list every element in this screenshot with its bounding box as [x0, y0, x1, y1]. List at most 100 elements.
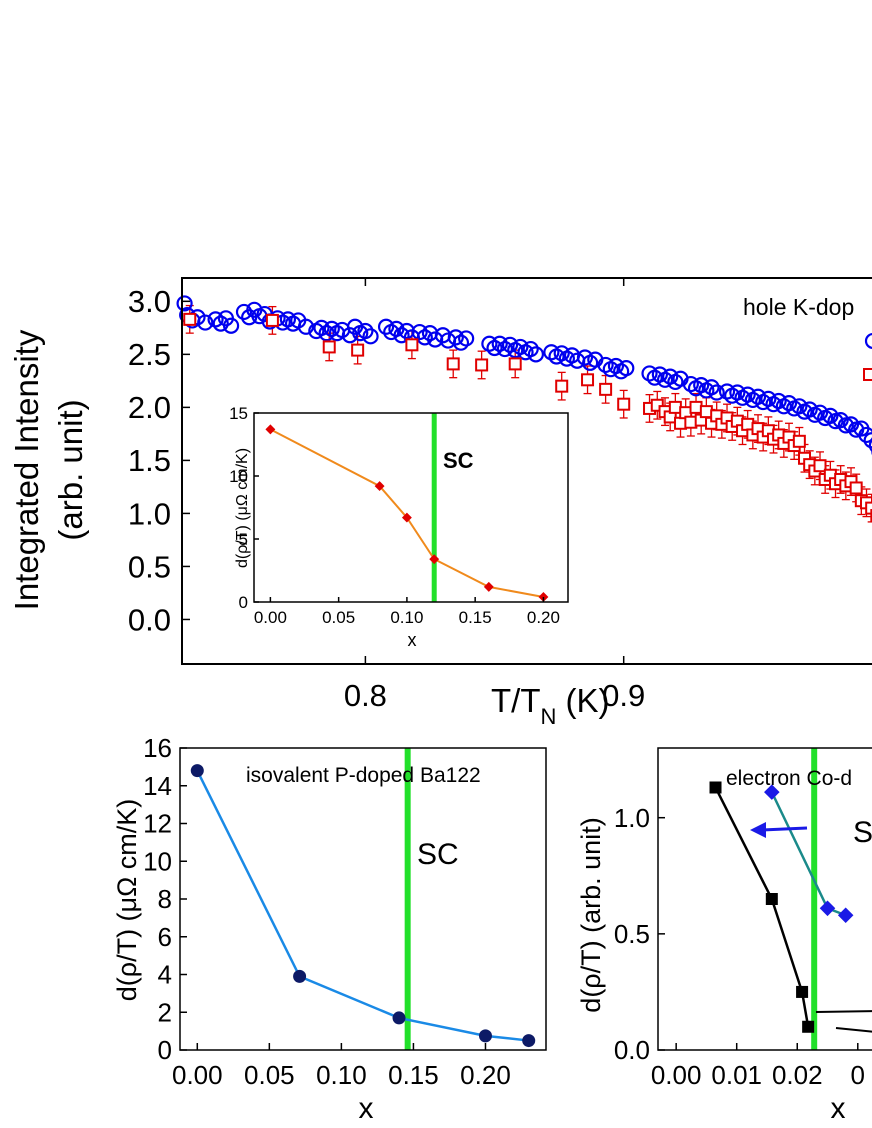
blue-circle-point — [553, 345, 570, 362]
blue-circle-point — [607, 357, 625, 375]
blue-circle-point — [543, 344, 560, 361]
y-tick-label: 1.0 — [614, 803, 650, 833]
bottom-right-square-point — [765, 893, 778, 905]
inset-series-line — [269, 428, 544, 598]
red-square-point — [813, 459, 827, 473]
legend-red-square-marker — [863, 368, 872, 381]
blue-circle-point — [842, 416, 860, 433]
x-tick-label: 0.8 — [344, 678, 387, 713]
inset-series-layer — [265, 413, 549, 602]
blue-circle-point — [718, 383, 736, 400]
bottom-left-plot-frame — [179, 747, 547, 1051]
bottom-left-ticks-layer: 0.00 0.05 0.10 0.15 0.20 0 2 4 6 8 10 12 14 16 — [143, 733, 511, 1090]
y-tick-label: 3.0 — [128, 284, 171, 319]
x-tick-label: 0.20 — [460, 1060, 511, 1090]
inset-diamond-point — [401, 512, 412, 523]
main-legend-text: hole K-dop — [743, 294, 854, 320]
bottom-right-square-series-line — [714, 786, 810, 1027]
blue-circle-point — [313, 319, 330, 336]
y-tick-label: 0.5 — [128, 549, 171, 584]
y-tick-label: 12 — [143, 809, 172, 839]
x-tick-label: 0.00 — [651, 1060, 702, 1090]
y-tick-label: 0.5 — [614, 919, 650, 949]
red-square-point — [405, 338, 419, 352]
blue-circle-point — [832, 411, 849, 429]
inset-diamond-point — [429, 554, 440, 565]
blue-circle-point — [318, 325, 335, 342]
x-tick-label: 0.05 — [244, 1060, 295, 1090]
red-square-point — [265, 313, 279, 327]
blue-circle-point — [212, 315, 229, 332]
blue-circle-point — [708, 384, 725, 401]
inset-plot-frame — [253, 412, 569, 603]
blue-circle-point — [357, 322, 374, 340]
blue-circle-point — [207, 311, 224, 328]
main-ylabel-line1: Integrated Intensity — [8, 329, 45, 610]
blue-circle-point — [197, 314, 214, 331]
y-tick-label: 1.5 — [128, 443, 171, 478]
x-tick-label: 0 — [851, 1060, 865, 1090]
blue-circle-point — [801, 401, 818, 418]
bottom-left-point — [293, 969, 307, 983]
bottom-left-point — [522, 1034, 536, 1048]
y-tick-label: 2.5 — [128, 337, 171, 372]
y-tick-label: 8 — [158, 884, 172, 914]
blue-circle-point — [447, 329, 464, 346]
red-square-point — [617, 397, 631, 411]
y-tick-label: 15 — [229, 404, 248, 423]
blue-circle-point — [770, 392, 787, 410]
inset-background — [227, 405, 574, 653]
bottom-right-annotation-sc: S — [853, 816, 872, 849]
red-square-point — [581, 373, 595, 387]
bottom-right-segment — [835, 1027, 872, 1033]
bottom-right-panel: 0.00 0.01 0.02 0 0.0 0.5 1.0 electron Co-d S d… — [576, 747, 872, 1125]
blue-circle-point — [377, 318, 395, 335]
inset-diamond-point — [483, 581, 494, 592]
main-ylabel-line2: (arb. unit) — [52, 399, 89, 540]
inset-annotation-sc: SC — [443, 448, 474, 473]
blue-circle-point — [868, 439, 872, 453]
bottom-right-ylabel: d(ρ/T) (arb. unit) — [576, 817, 606, 1012]
blue-circle-point — [458, 330, 475, 347]
red-square-point — [183, 312, 197, 326]
y-tick-label: 10 — [229, 467, 248, 486]
blue-circle-point — [780, 395, 798, 412]
red-square-point — [599, 382, 613, 396]
blue-circle-point — [452, 334, 470, 351]
x-tick-label: 0.15 — [459, 608, 492, 627]
y-tick-label: 0.0 — [614, 1035, 650, 1065]
bottom-left-series-layer — [190, 748, 536, 1050]
blue-circle-point — [791, 398, 808, 415]
red-square-point — [351, 343, 365, 357]
red-square-point — [555, 379, 569, 393]
inset-xlabel: x — [408, 630, 417, 650]
inset-diamond-point — [538, 592, 549, 602]
blue-circle-point — [682, 375, 699, 393]
bottom-right-square-point — [709, 781, 722, 794]
blue-circle-point — [481, 335, 498, 352]
bottom-left-point — [190, 764, 204, 778]
blue-circle-point — [527, 346, 544, 363]
blue-circle-point — [703, 379, 720, 396]
blue-circle-point — [512, 338, 529, 356]
blue-circle-point — [486, 339, 503, 357]
red-square-point — [792, 434, 806, 448]
bottom-left-point — [392, 1011, 406, 1025]
inset-ticks-layer: 0.00 0.05 0.10 0.15 0.20 0 5 10 15 — [229, 404, 560, 627]
blue-circle-point — [522, 340, 539, 358]
blue-circle-point — [662, 368, 679, 385]
blue-circle-point — [411, 323, 428, 341]
main-xlabel-unit: (K) — [556, 682, 609, 719]
bottom-right-diamond-point — [764, 784, 780, 800]
blue-circle-point — [729, 384, 746, 401]
x-tick-label: 0.01 — [711, 1060, 762, 1090]
bottom-right-xlabel: x — [831, 1092, 846, 1125]
bottom-right-diamond-point — [819, 900, 836, 917]
main-xlabel-subscript: N — [540, 704, 556, 729]
bottom-right-segment — [815, 1010, 872, 1013]
bottom-right-square-point — [802, 1020, 815, 1033]
bottom-right-plot-frame — [657, 747, 872, 1051]
main-panel: 0.8 0.9 0.0 0.5 1.0 1.5 2.0 2.5 3.0 Integrated I… — [8, 277, 872, 729]
bottom-right-diamond-series-line — [770, 791, 847, 917]
blue-circle-point — [858, 426, 872, 444]
